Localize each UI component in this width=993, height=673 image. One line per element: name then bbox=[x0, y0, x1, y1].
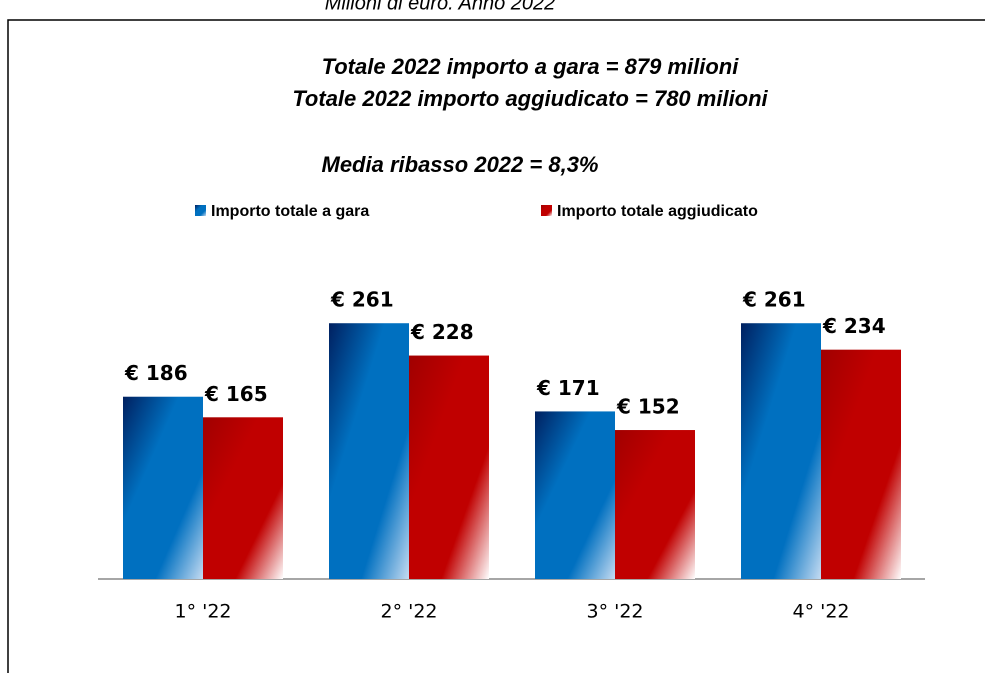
bar bbox=[615, 430, 695, 579]
legend-label: Importo totale a gara bbox=[211, 203, 369, 220]
chart-title: Media ribasso 2022 = 8,3% bbox=[322, 152, 599, 177]
legend-label: Importo totale aggiudicato bbox=[557, 203, 758, 220]
bar bbox=[741, 323, 821, 579]
bar bbox=[409, 355, 489, 579]
data-label: € 261 bbox=[330, 288, 394, 312]
chart-title: Totale 2022 importo a gara = 879 milioni bbox=[322, 54, 740, 79]
legend-swatch bbox=[541, 205, 552, 216]
legend-swatch bbox=[195, 205, 206, 216]
x-tick-label: 2° '22 bbox=[380, 601, 437, 623]
data-label: € 228 bbox=[410, 320, 474, 344]
x-tick-label: 3° '22 bbox=[586, 601, 643, 623]
bar bbox=[203, 417, 283, 579]
chart-title: Totale 2022 importo aggiudicato = 780 mi… bbox=[292, 86, 768, 111]
data-label: € 234 bbox=[822, 314, 886, 338]
data-label: € 186 bbox=[124, 361, 188, 385]
bar bbox=[123, 396, 203, 579]
chart-subtitle: Milioni di euro. Anno 2022 bbox=[325, 0, 556, 14]
bar bbox=[535, 411, 615, 579]
data-label: € 171 bbox=[536, 376, 600, 400]
x-tick-label: 4° '22 bbox=[792, 601, 849, 623]
data-label: € 152 bbox=[616, 395, 680, 419]
frame bbox=[7, 19, 985, 673]
x-tick-label: 1° '22 bbox=[174, 601, 231, 623]
bar bbox=[329, 323, 409, 579]
bar bbox=[821, 349, 901, 579]
data-label: € 165 bbox=[204, 382, 268, 406]
data-label: € 261 bbox=[742, 288, 806, 312]
